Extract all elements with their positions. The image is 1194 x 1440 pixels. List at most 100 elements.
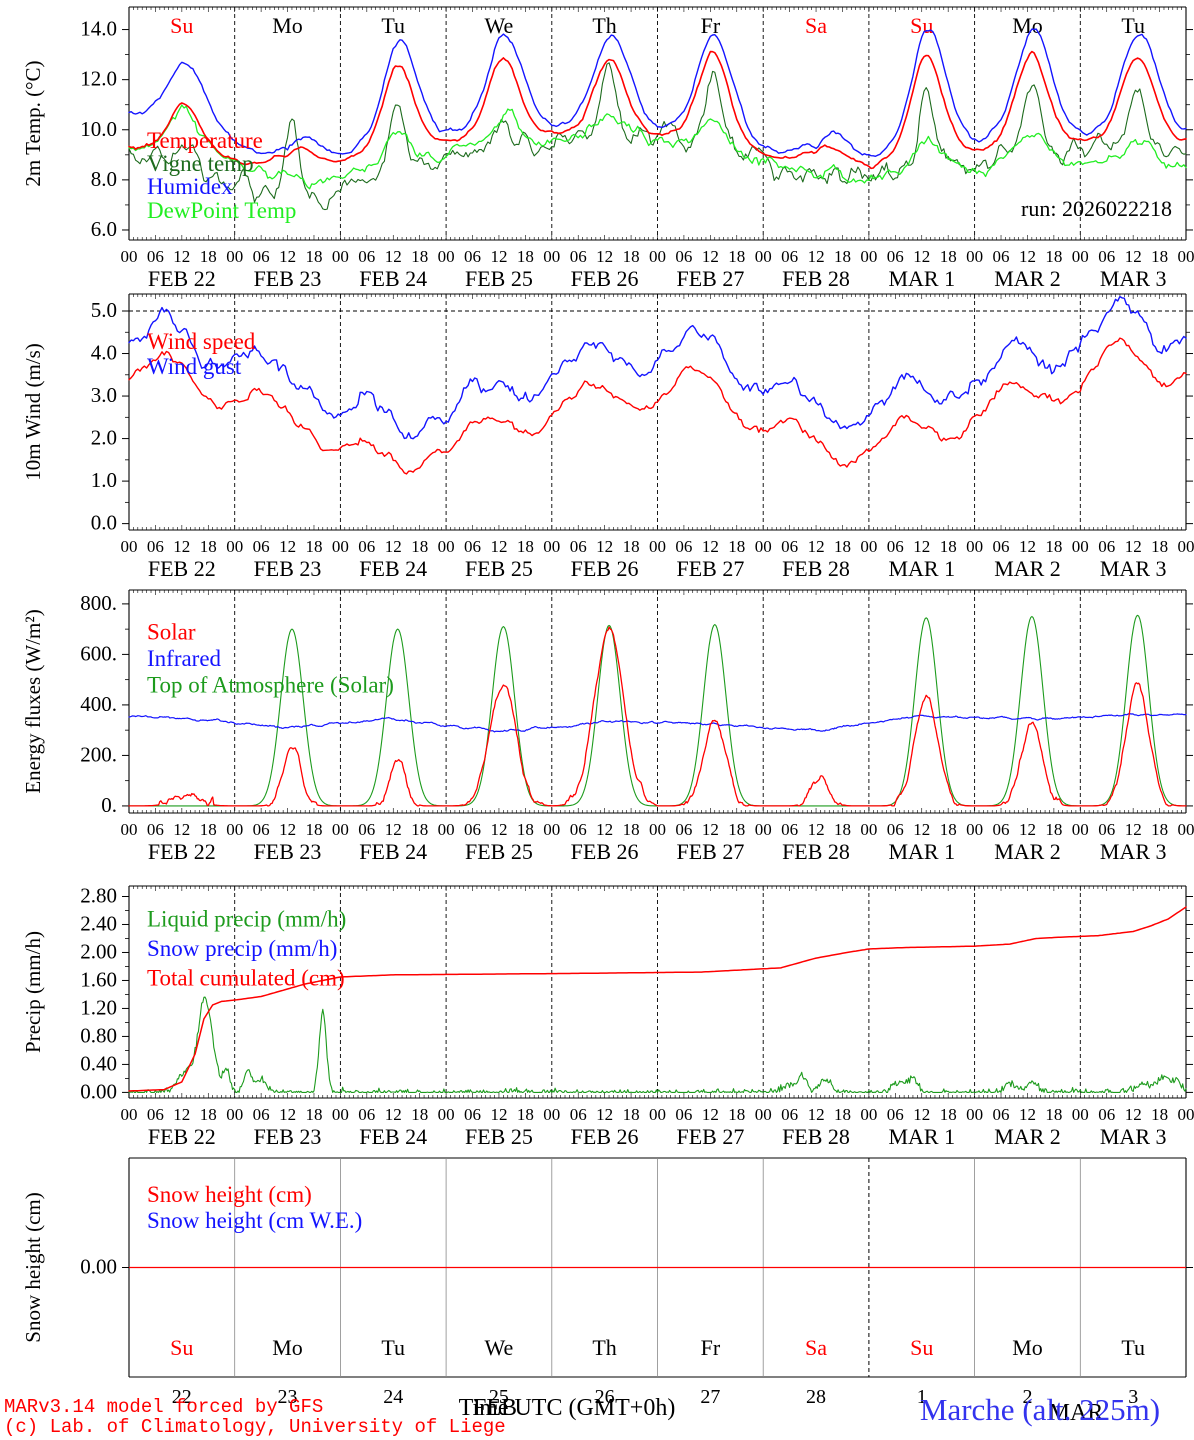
svg-text:12: 12 [491, 247, 508, 266]
svg-text:06: 06 [358, 537, 375, 556]
svg-text:12.0: 12.0 [80, 67, 117, 91]
svg-text:00: 00 [543, 537, 560, 556]
svg-text:06: 06 [887, 247, 904, 266]
svg-text:FEB 25: FEB 25 [465, 1124, 533, 1149]
svg-text:12: 12 [913, 537, 930, 556]
svg-text:FEB 27: FEB 27 [676, 266, 744, 291]
svg-text:FEB 28: FEB 28 [782, 556, 850, 581]
svg-text:18: 18 [1151, 1105, 1168, 1124]
svg-text:Precip (mm/h): Precip (mm/h) [21, 931, 45, 1053]
svg-text:18: 18 [411, 247, 428, 266]
svg-text:00: 00 [1178, 820, 1194, 839]
svg-text:12: 12 [173, 1105, 190, 1124]
svg-text:12: 12 [596, 537, 613, 556]
svg-text:12: 12 [173, 537, 190, 556]
svg-text:12: 12 [173, 247, 190, 266]
svg-text:12: 12 [279, 1105, 296, 1124]
svg-text:00: 00 [543, 820, 560, 839]
svg-text:FEB 22: FEB 22 [148, 839, 216, 864]
svg-text:3.0: 3.0 [91, 383, 117, 407]
svg-text:FEB 23: FEB 23 [254, 266, 322, 291]
svg-text:00: 00 [226, 820, 243, 839]
svg-text:Fr: Fr [701, 13, 721, 38]
svg-text:06: 06 [675, 537, 692, 556]
svg-text:06: 06 [781, 1105, 798, 1124]
svg-text:12: 12 [1125, 1105, 1142, 1124]
svg-text:00: 00 [860, 247, 877, 266]
svg-text:12: 12 [279, 537, 296, 556]
svg-text:06: 06 [993, 537, 1010, 556]
svg-text:12: 12 [1125, 537, 1142, 556]
svg-text:MARv3.14 model forced by GFS: MARv3.14 model forced by GFS [4, 1396, 323, 1418]
svg-text:06: 06 [887, 1105, 904, 1124]
svg-text:MAR 1: MAR 1 [888, 839, 955, 864]
svg-text:12: 12 [808, 247, 825, 266]
svg-text:0.80: 0.80 [80, 1023, 117, 1047]
svg-text:06: 06 [464, 247, 481, 266]
svg-text:Mo: Mo [1012, 13, 1043, 38]
svg-text:Th: Th [592, 1335, 616, 1360]
svg-text:06: 06 [253, 820, 270, 839]
svg-text:18: 18 [834, 1105, 851, 1124]
svg-text:06: 06 [993, 1105, 1010, 1124]
svg-text:06: 06 [570, 1105, 587, 1124]
svg-text:Su: Su [910, 1335, 933, 1360]
svg-text:06: 06 [464, 537, 481, 556]
svg-text:18: 18 [834, 537, 851, 556]
svg-text:FEB 28: FEB 28 [782, 266, 850, 291]
svg-text:Temperature: Temperature [147, 128, 263, 153]
svg-text:12: 12 [1019, 1105, 1036, 1124]
svg-text:06: 06 [887, 820, 904, 839]
svg-text:FEB 27: FEB 27 [676, 1124, 744, 1149]
svg-text:18: 18 [200, 1105, 217, 1124]
svg-text:1.20: 1.20 [80, 995, 117, 1019]
svg-text:12: 12 [491, 537, 508, 556]
svg-text:00: 00 [121, 820, 138, 839]
svg-text:12: 12 [913, 820, 930, 839]
svg-text:06: 06 [1098, 247, 1115, 266]
svg-text:FEB 22: FEB 22 [148, 266, 216, 291]
svg-text:06: 06 [147, 1105, 164, 1124]
svg-text:12: 12 [1019, 247, 1036, 266]
svg-text:00: 00 [966, 820, 983, 839]
svg-text:00: 00 [543, 247, 560, 266]
svg-text:Tu: Tu [381, 13, 405, 38]
svg-text:00: 00 [226, 537, 243, 556]
svg-text:00: 00 [755, 537, 772, 556]
svg-text:200.: 200. [80, 742, 117, 766]
svg-text:FEB 28: FEB 28 [782, 1124, 850, 1149]
svg-text:10.0: 10.0 [80, 117, 117, 141]
svg-text:18: 18 [306, 820, 323, 839]
svg-text:Top of Atmosphere (Solar): Top of Atmosphere (Solar) [147, 672, 394, 697]
svg-text:06: 06 [147, 537, 164, 556]
svg-text:2.40: 2.40 [80, 912, 117, 936]
svg-text:00: 00 [121, 1105, 138, 1124]
svg-text:06: 06 [887, 537, 904, 556]
svg-text:1.0: 1.0 [91, 468, 117, 492]
svg-text:06: 06 [675, 247, 692, 266]
svg-text:18: 18 [940, 1105, 957, 1124]
svg-text:06: 06 [358, 247, 375, 266]
svg-text:18: 18 [306, 247, 323, 266]
svg-text:Tu: Tu [381, 1335, 405, 1360]
svg-text:FEB 22: FEB 22 [148, 1124, 216, 1149]
svg-text:00: 00 [755, 820, 772, 839]
svg-text:Vigne temp: Vigne temp [147, 151, 254, 176]
svg-text:12: 12 [491, 820, 508, 839]
svg-text:12: 12 [173, 820, 190, 839]
svg-text:06: 06 [570, 247, 587, 266]
svg-text:06: 06 [464, 1105, 481, 1124]
svg-text:18: 18 [1045, 537, 1062, 556]
svg-text:00: 00 [649, 820, 666, 839]
svg-text:18: 18 [1151, 820, 1168, 839]
svg-text:18: 18 [411, 820, 428, 839]
svg-text:Su: Su [170, 1335, 193, 1360]
svg-text:18: 18 [517, 820, 534, 839]
svg-text:00: 00 [860, 1105, 877, 1124]
svg-text:12: 12 [702, 247, 719, 266]
svg-text:12: 12 [702, 1105, 719, 1124]
svg-text:00: 00 [438, 820, 455, 839]
svg-text:27: 27 [700, 1386, 720, 1408]
svg-text:18: 18 [517, 247, 534, 266]
svg-text:06: 06 [358, 820, 375, 839]
